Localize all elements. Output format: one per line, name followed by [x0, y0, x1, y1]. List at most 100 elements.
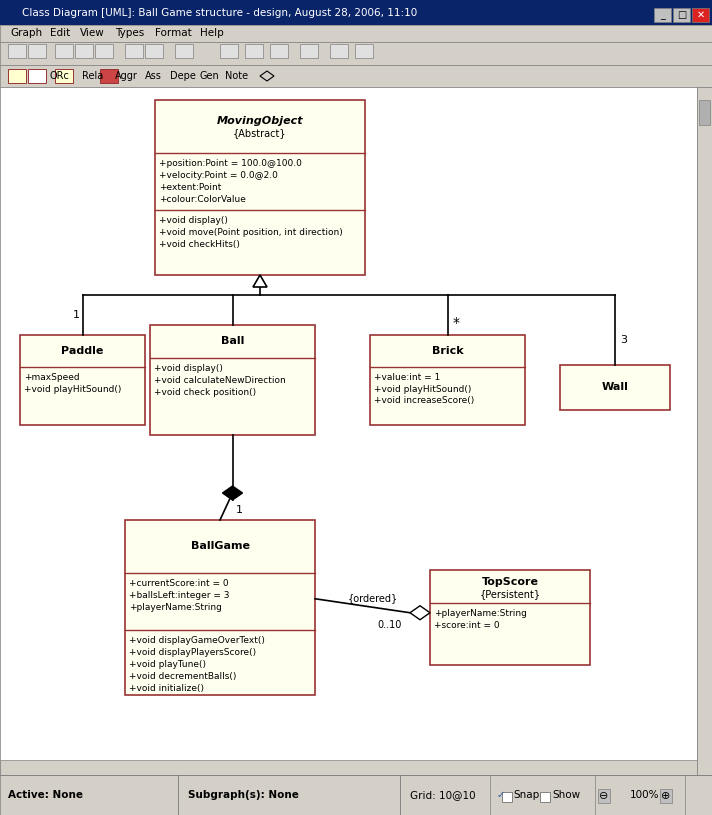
Text: +void checkHits(): +void checkHits() [159, 240, 240, 249]
Text: Active: None: Active: None [8, 790, 83, 800]
FancyBboxPatch shape [175, 44, 193, 58]
FancyBboxPatch shape [150, 325, 315, 435]
FancyBboxPatch shape [697, 87, 712, 775]
Text: +void displayGameOverText(): +void displayGameOverText() [129, 637, 265, 645]
Text: 1: 1 [236, 505, 243, 515]
FancyBboxPatch shape [0, 42, 712, 65]
Text: Brick: Brick [431, 346, 464, 356]
Text: +void check position(): +void check position() [154, 388, 256, 397]
Text: +void move(Point position, int direction): +void move(Point position, int direction… [159, 228, 342, 237]
Text: +void calculateNewDirection: +void calculateNewDirection [154, 376, 286, 385]
FancyBboxPatch shape [125, 44, 143, 58]
FancyBboxPatch shape [654, 8, 671, 22]
Text: *: * [453, 316, 459, 330]
Text: Rela: Rela [82, 71, 103, 81]
Text: +void initialize(): +void initialize() [129, 685, 204, 694]
FancyBboxPatch shape [430, 570, 590, 665]
Text: Show: Show [552, 790, 580, 800]
Text: Types: Types [115, 29, 145, 38]
FancyBboxPatch shape [75, 44, 93, 58]
Text: 100%: 100% [630, 790, 659, 800]
FancyBboxPatch shape [699, 100, 710, 125]
Text: +void display(): +void display() [159, 216, 228, 225]
Text: 3: 3 [620, 335, 627, 345]
FancyBboxPatch shape [155, 100, 365, 275]
FancyBboxPatch shape [502, 792, 512, 802]
FancyBboxPatch shape [673, 8, 690, 22]
Text: +void playHitSound(): +void playHitSound() [24, 385, 121, 394]
FancyBboxPatch shape [145, 44, 163, 58]
Text: +playerName:String: +playerName:String [129, 602, 222, 611]
Text: +score:int = 0: +score:int = 0 [434, 621, 500, 630]
Text: +void displayPlayersScore(): +void displayPlayersScore() [129, 648, 256, 657]
FancyBboxPatch shape [300, 44, 318, 58]
FancyBboxPatch shape [0, 0, 712, 25]
FancyBboxPatch shape [540, 792, 550, 802]
Text: Ball: Ball [221, 337, 244, 346]
Text: Snap: Snap [513, 790, 539, 800]
Text: ✓: ✓ [497, 790, 505, 800]
Text: +ballsLeft:integer = 3: +ballsLeft:integer = 3 [129, 591, 229, 600]
Text: Subgraph(s): None: Subgraph(s): None [188, 790, 299, 800]
FancyBboxPatch shape [330, 44, 348, 58]
Text: {Abstract}: {Abstract} [234, 128, 287, 139]
FancyBboxPatch shape [8, 69, 26, 83]
Text: Graph: Graph [10, 29, 42, 38]
FancyBboxPatch shape [220, 44, 238, 58]
Text: _: _ [660, 10, 665, 20]
Text: MovingObject: MovingObject [216, 117, 303, 126]
Text: Grid: 10@10: Grid: 10@10 [410, 790, 476, 800]
Text: Depe: Depe [170, 71, 196, 81]
FancyBboxPatch shape [0, 775, 712, 815]
FancyBboxPatch shape [370, 335, 525, 425]
FancyBboxPatch shape [28, 44, 46, 58]
FancyBboxPatch shape [560, 365, 670, 410]
Polygon shape [253, 275, 267, 287]
FancyBboxPatch shape [55, 44, 73, 58]
Text: {Persistent}: {Persistent} [479, 588, 540, 599]
Text: Note: Note [225, 71, 248, 81]
FancyBboxPatch shape [125, 520, 315, 695]
FancyBboxPatch shape [0, 760, 697, 775]
Text: Gen: Gen [200, 71, 220, 81]
FancyBboxPatch shape [692, 8, 709, 22]
Text: +value:int = 1: +value:int = 1 [374, 372, 440, 381]
FancyBboxPatch shape [28, 69, 46, 83]
Text: {ordered}: {ordered} [347, 593, 398, 603]
FancyBboxPatch shape [95, 44, 113, 58]
Text: Wall: Wall [602, 382, 629, 393]
Text: ✕: ✕ [696, 10, 705, 20]
Text: Ass: Ass [145, 71, 162, 81]
Text: Class Diagram [UML]: Ball Game structure - design, August 28, 2006, 11:10: Class Diagram [UML]: Ball Game structure… [22, 8, 417, 18]
FancyBboxPatch shape [355, 44, 373, 58]
Text: 1: 1 [73, 310, 80, 320]
Text: +void decrementBalls(): +void decrementBalls() [129, 672, 236, 681]
Text: ⊖: ⊖ [600, 791, 609, 801]
Text: Format: Format [155, 29, 192, 38]
FancyBboxPatch shape [8, 44, 26, 58]
FancyBboxPatch shape [270, 44, 288, 58]
Text: +extent:Point: +extent:Point [159, 183, 221, 192]
FancyBboxPatch shape [0, 87, 697, 775]
Polygon shape [222, 486, 243, 500]
FancyBboxPatch shape [245, 44, 263, 58]
Text: +void display(): +void display() [154, 364, 223, 373]
Text: +position:Point = 100.0@100.0: +position:Point = 100.0@100.0 [159, 158, 302, 168]
Text: BallGame: BallGame [191, 541, 249, 551]
FancyBboxPatch shape [0, 25, 712, 42]
Text: +void increaseScore(): +void increaseScore() [374, 397, 474, 406]
Text: +velocity:Point = 0.0@2.0: +velocity:Point = 0.0@2.0 [159, 170, 278, 179]
Text: +currentScore:int = 0: +currentScore:int = 0 [129, 579, 229, 588]
Text: +void playHitSound(): +void playHitSound() [374, 385, 471, 394]
Text: +colour:ColorValue: +colour:ColorValue [159, 195, 246, 204]
FancyBboxPatch shape [598, 789, 610, 803]
FancyBboxPatch shape [100, 69, 118, 83]
Text: Aggr: Aggr [115, 71, 138, 81]
FancyBboxPatch shape [0, 65, 712, 87]
Text: +playerName:String: +playerName:String [434, 610, 527, 619]
Text: Edit: Edit [50, 29, 70, 38]
Text: ⊕: ⊕ [661, 791, 671, 801]
Text: 0..10: 0..10 [377, 619, 402, 630]
FancyBboxPatch shape [55, 69, 73, 83]
Text: Paddle: Paddle [61, 346, 104, 356]
